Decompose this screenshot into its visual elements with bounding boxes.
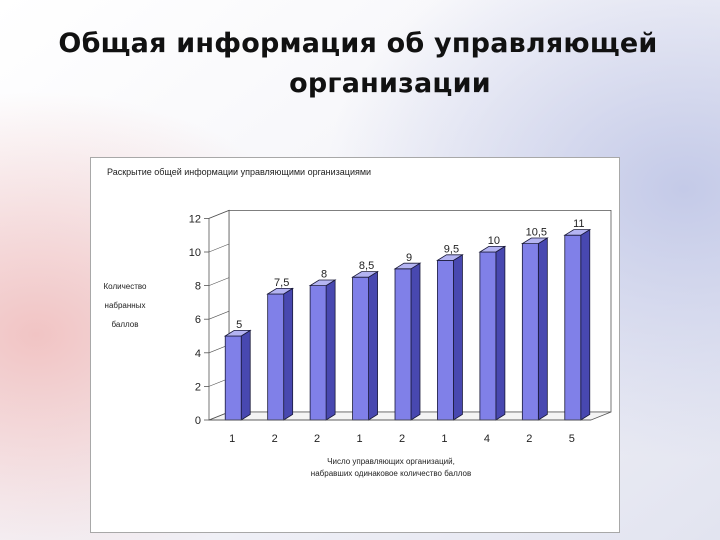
chart-panel: Раскрытие общей информации управляющими … [90,157,620,533]
bar [564,234,582,421]
bar-side [283,287,294,421]
bar-top [393,262,422,270]
bar-top [308,279,337,286]
bar-side [410,262,421,421]
x-tick-label: 4 [484,433,490,445]
x-tick-label: 2 [526,433,532,445]
y-tick-label: 0 [195,415,201,427]
data-label: 10 [488,235,500,247]
y-tick-label: 2 [195,381,201,393]
bar-top [266,287,295,295]
x-tick-label: 1 [441,433,447,445]
bar-side [453,254,463,421]
bar [394,268,412,421]
x-tick-label: 2 [314,433,320,445]
bar-side [368,270,378,421]
bar-side [495,245,506,421]
y-tick-depth [208,210,230,219]
y-axis-label-line: Количество [104,282,148,291]
y-tick-label: 6 [195,314,201,326]
bar-top [563,229,592,236]
bar-side [580,228,591,421]
bar-top [520,237,549,244]
bar-top [223,329,252,337]
y-tick-label: 12 [189,213,201,225]
bar-side [537,237,548,421]
bar-top [478,246,507,253]
y-axis-label-line: набранных [105,301,146,310]
y-axis-label-line: баллов [112,320,139,329]
y-tick-label: 8 [195,281,201,293]
x-tick-label: 2 [272,433,278,445]
y-tick-label: 10 [189,247,201,259]
slide-title-line-1: Общая информация об управляющей [58,28,658,59]
bar [309,285,327,421]
data-label: 5 [236,319,242,331]
y-tick-depth [208,243,230,253]
bar-side [325,279,336,421]
data-label: 7,5 [274,277,289,289]
bar [479,251,497,421]
x-tick-label: 1 [356,433,362,445]
bar-side [240,329,251,421]
bar [352,276,369,421]
x-axis-label-line: Число управляющих организаций, [327,457,455,466]
x-axis-label-line: набравших одинаковое количество баллов [311,469,471,478]
slide-title-line-2: организации [289,68,491,99]
data-label: 8 [321,269,327,281]
bar [224,335,242,421]
bar-top [436,254,464,261]
data-label: 8,5 [359,260,374,272]
data-label: 9 [406,252,412,264]
bar [437,260,454,421]
y-tick-depth [208,310,230,320]
bar [267,293,285,421]
data-label: 10,5 [526,227,547,239]
y-tick-depth [208,277,230,286]
bar [521,243,539,421]
bar-top [351,271,379,278]
x-tick-label: 2 [399,433,405,445]
y-tick-label: 4 [195,348,201,360]
x-tick-label: 5 [569,433,575,445]
chart-title: Раскрытие общей информации управляющими … [107,167,371,177]
data-label: 11 [573,218,584,230]
bar-chart: Раскрытие общей информации управляющими … [104,167,612,478]
data-label: 9,5 [444,243,459,255]
x-tick-label: 1 [229,433,235,445]
